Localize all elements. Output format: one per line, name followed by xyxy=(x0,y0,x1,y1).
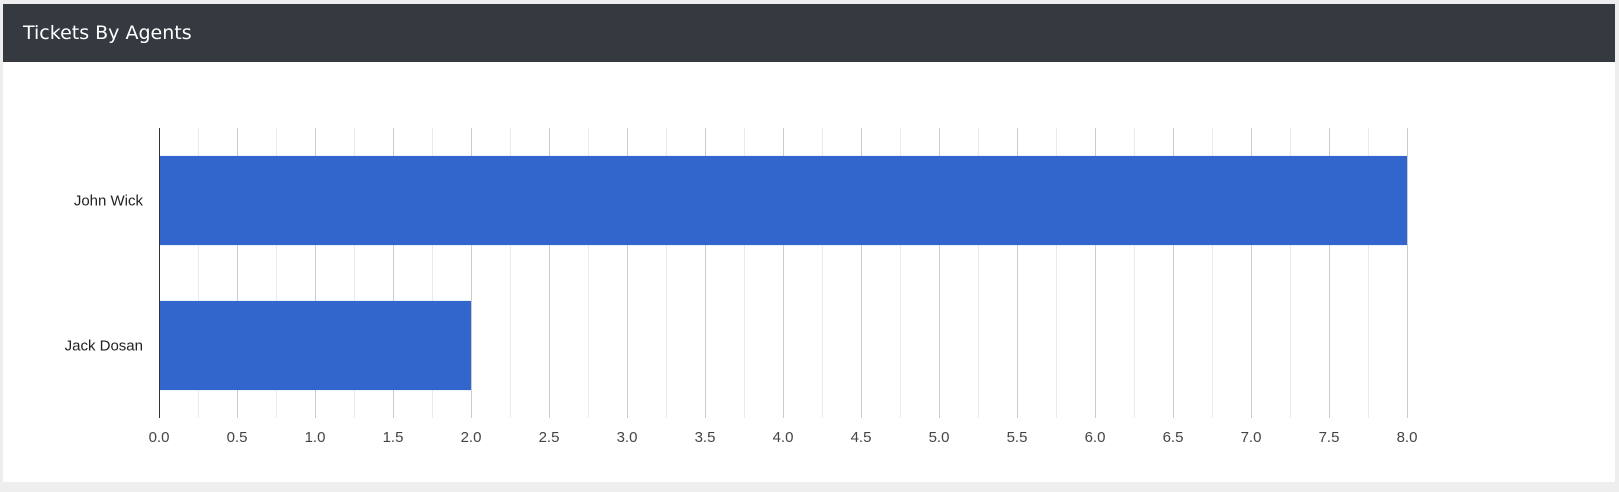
x-tick-label: 1.5 xyxy=(383,429,404,446)
x-tick-label: 5.5 xyxy=(1007,429,1028,446)
x-tick-label: 7.5 xyxy=(1319,429,1340,446)
bar-chart: John Wick Jack Dosan 0.0 0.5 1.0 1.5 2.0 2.5 3.0… xyxy=(65,128,1418,446)
x-tick-label: 5.0 xyxy=(929,429,950,446)
x-tick-label: 0.0 xyxy=(149,429,170,446)
x-tick-label: 0.5 xyxy=(227,429,248,446)
x-tick-label: 2.5 xyxy=(539,429,560,446)
x-tick-label: 4.0 xyxy=(773,429,794,446)
x-tick-label: 4.5 xyxy=(851,429,872,446)
x-tick-label: 8.0 xyxy=(1397,429,1418,446)
card-header: Tickets By Agents xyxy=(3,4,1615,62)
category-label: John Wick xyxy=(74,193,144,210)
tickets-by-agents-card: Tickets By Agents John Wick Jack Dosan 0.0… xyxy=(3,4,1615,482)
x-tick-label: 3.5 xyxy=(695,429,716,446)
category-label: Jack Dosan xyxy=(65,338,143,355)
x-tick-label: 3.0 xyxy=(617,429,638,446)
bar-jack-dosan xyxy=(159,300,471,391)
x-tick-label: 1.0 xyxy=(305,429,326,446)
x-tick-label: 6.0 xyxy=(1085,429,1106,446)
bar-john-wick xyxy=(159,155,1407,246)
chart-area: John Wick Jack Dosan 0.0 0.5 1.0 1.5 2.0 2.5 3.0… xyxy=(3,62,1615,482)
x-tick-label: 2.0 xyxy=(461,429,482,446)
card-title: Tickets By Agents xyxy=(23,22,192,44)
x-tick-label: 7.0 xyxy=(1241,429,1262,446)
x-tick-label: 6.5 xyxy=(1163,429,1184,446)
